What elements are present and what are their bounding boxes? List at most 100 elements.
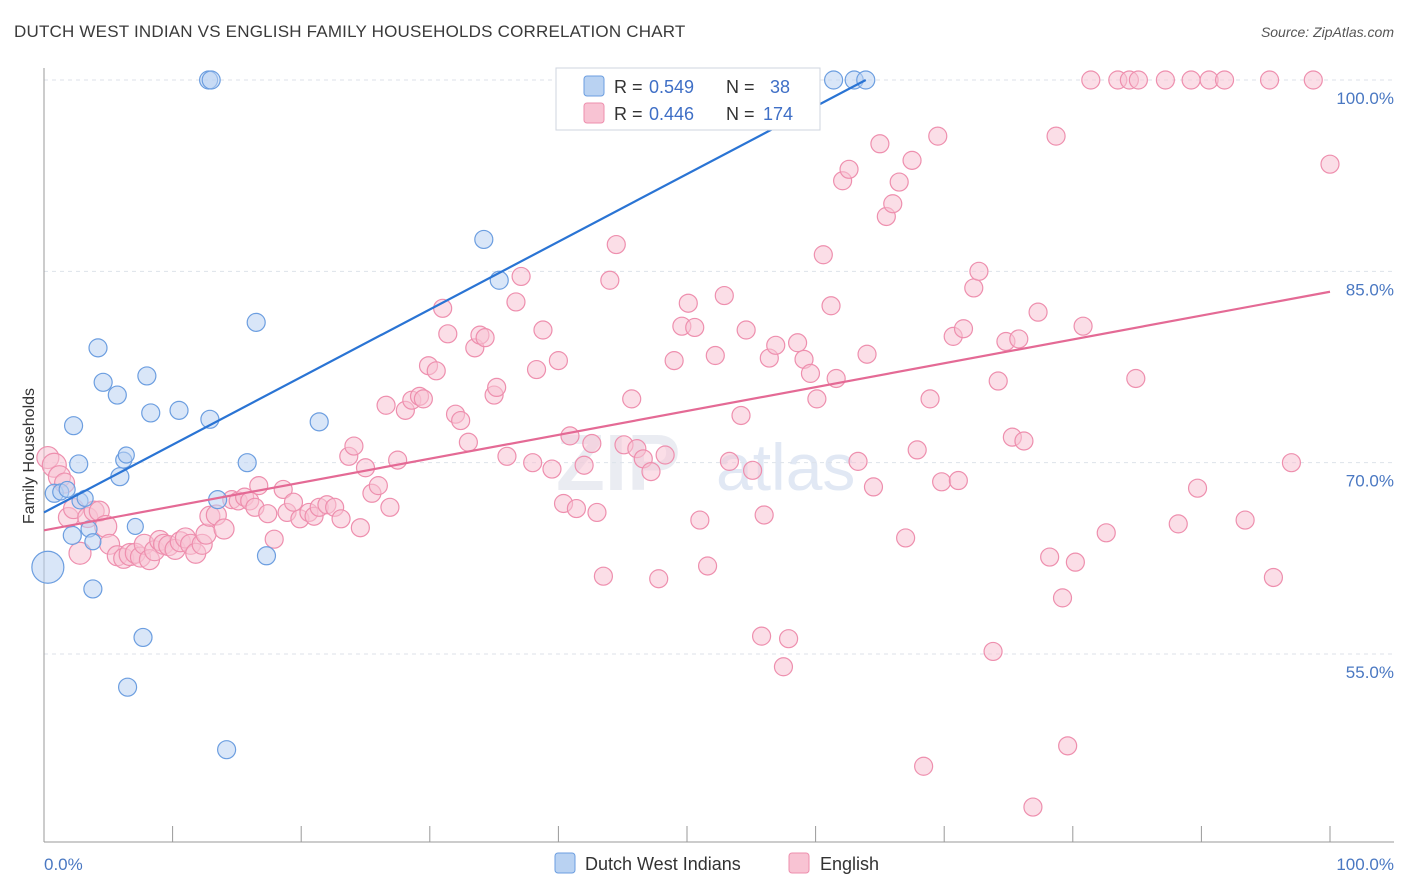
english-point bbox=[914, 756, 934, 776]
legend-n-value-blue: 38 bbox=[770, 77, 790, 97]
english-point bbox=[1065, 552, 1085, 572]
english-point bbox=[1128, 70, 1148, 90]
trend-lines bbox=[43, 79, 1331, 532]
correlation-legend: R = 0.549 N = 38 R = 0.446 N = 174 bbox=[555, 67, 821, 131]
english-point bbox=[953, 319, 974, 339]
english-point bbox=[649, 569, 669, 589]
dutch-west-indian-point bbox=[93, 372, 113, 392]
english-point bbox=[542, 459, 562, 479]
english-point bbox=[560, 426, 580, 446]
dutch-west-indian-point bbox=[201, 70, 221, 90]
english-point bbox=[655, 445, 675, 465]
legend-n-label-blue: N = bbox=[726, 77, 755, 97]
english-point bbox=[533, 320, 553, 340]
english-point bbox=[920, 389, 940, 409]
english-point bbox=[368, 476, 388, 496]
dutch-west-indian-point bbox=[126, 517, 144, 536]
english-point bbox=[988, 371, 1008, 391]
english-point bbox=[264, 529, 284, 549]
english-point bbox=[1009, 329, 1029, 349]
dutch-west-indian-point bbox=[474, 229, 494, 250]
english-point bbox=[857, 344, 877, 364]
english-point bbox=[813, 245, 833, 265]
english-point bbox=[1014, 431, 1034, 451]
english-point bbox=[705, 345, 725, 366]
english-point bbox=[511, 266, 531, 287]
english-point bbox=[751, 626, 772, 646]
legend-swatch-pink bbox=[583, 102, 605, 124]
english-point bbox=[697, 556, 718, 576]
english-point bbox=[1081, 70, 1101, 90]
english-point bbox=[526, 359, 547, 380]
dutch-west-indian-point bbox=[83, 579, 103, 599]
english-point bbox=[574, 455, 594, 475]
series-legend: Dutch West Indians English bbox=[554, 852, 879, 874]
english-point bbox=[778, 629, 799, 649]
english-point bbox=[1235, 510, 1255, 530]
english-point bbox=[678, 293, 698, 313]
english-point bbox=[593, 566, 614, 586]
english-point bbox=[548, 351, 569, 371]
dutch-west-indian-point bbox=[256, 546, 277, 566]
english-point bbox=[426, 361, 446, 381]
english-point bbox=[458, 432, 478, 452]
bottom-legend-swatch-blue bbox=[554, 852, 576, 874]
english-point bbox=[523, 453, 543, 473]
english-point bbox=[896, 528, 916, 548]
english-point bbox=[685, 317, 705, 338]
english-point bbox=[773, 657, 794, 677]
dutch-west-indian-point bbox=[237, 453, 257, 473]
english-point bbox=[376, 395, 396, 415]
dutch-west-indian-point bbox=[133, 627, 153, 648]
english-point bbox=[1259, 70, 1280, 90]
english-point bbox=[1058, 736, 1078, 756]
legend-r-value-pink: 0.446 bbox=[649, 104, 694, 124]
y-tick-label: 55.0% bbox=[1346, 663, 1394, 682]
english-point bbox=[641, 461, 661, 482]
english-point bbox=[863, 477, 884, 497]
english-point bbox=[506, 292, 526, 312]
english-point bbox=[848, 451, 868, 471]
dutch-west-indian-point bbox=[141, 403, 161, 423]
dutch-west-indian-point bbox=[31, 550, 65, 584]
dutch-west-indian-point bbox=[63, 416, 84, 436]
dutch-west-indian-point bbox=[169, 400, 189, 420]
dutch-west-indian-point bbox=[217, 740, 237, 760]
legend-r-label-pink: R = bbox=[614, 104, 643, 124]
dutch-west-indian-point bbox=[88, 338, 108, 358]
english-point bbox=[690, 510, 710, 530]
bottom-legend-label-dutch: Dutch West Indians bbox=[585, 854, 741, 874]
chart-title: DUTCH WEST INDIAN VS ENGLISH FAMILY HOUS… bbox=[14, 22, 686, 41]
english-point bbox=[622, 389, 642, 409]
english-point bbox=[1046, 126, 1066, 146]
dutch-west-indian-point bbox=[117, 677, 138, 697]
english-point bbox=[736, 320, 756, 340]
english-point bbox=[1168, 514, 1188, 534]
english-point bbox=[932, 472, 952, 492]
english-point bbox=[497, 446, 517, 466]
english-point bbox=[380, 497, 400, 517]
english-point bbox=[928, 126, 948, 146]
english-point bbox=[664, 351, 684, 371]
english-point bbox=[1263, 567, 1284, 588]
english-point bbox=[1073, 316, 1093, 336]
y-tick-label: 100.0% bbox=[1336, 89, 1394, 108]
english-point bbox=[1040, 547, 1060, 567]
english-point bbox=[68, 541, 92, 565]
legend-r-label-blue: R = bbox=[614, 77, 643, 97]
english-point bbox=[821, 296, 841, 316]
english-point bbox=[902, 150, 922, 170]
english-point bbox=[839, 159, 859, 179]
dutch-west-indian-trend-line bbox=[43, 79, 867, 514]
english-point bbox=[582, 433, 602, 454]
english-point bbox=[350, 518, 370, 538]
english-point bbox=[807, 389, 827, 409]
english-point bbox=[766, 335, 786, 355]
dutch-west-indian-point bbox=[137, 366, 157, 386]
english-point bbox=[258, 504, 278, 524]
x-tick-label-max: 100.0% bbox=[1336, 855, 1394, 874]
bottom-legend-label-english: English bbox=[820, 854, 879, 874]
english-point bbox=[331, 509, 351, 529]
dutch-west-indian-point bbox=[107, 385, 127, 405]
